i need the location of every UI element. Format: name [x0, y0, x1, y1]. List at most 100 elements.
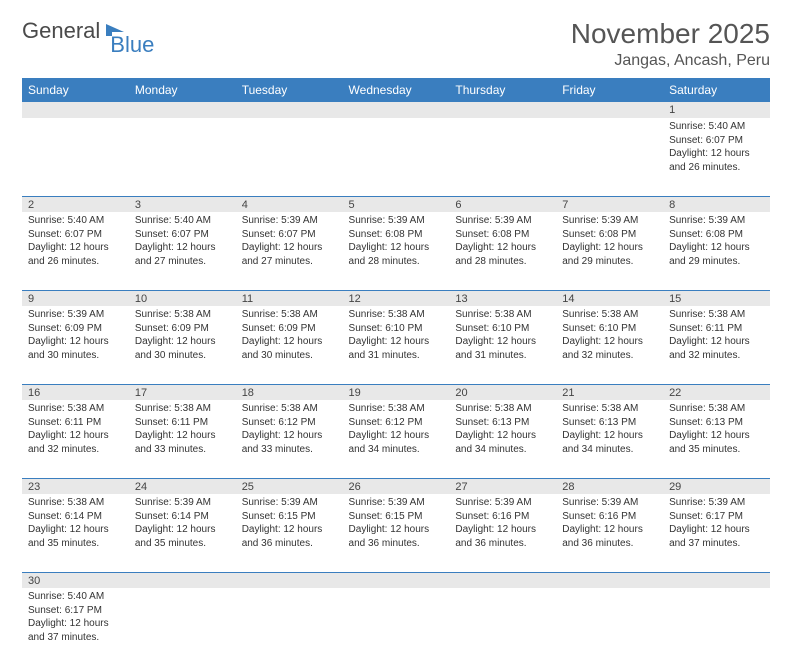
day-number-cell: 13 [449, 290, 556, 306]
daylight-text: Daylight: 12 hours and 35 minutes. [135, 523, 230, 550]
sunset-text: Sunset: 6:16 PM [455, 510, 550, 524]
daylight-text: Daylight: 12 hours and 36 minutes. [349, 523, 444, 550]
sunrise-text: Sunrise: 5:39 AM [562, 496, 657, 510]
day-number-cell [129, 572, 236, 588]
sunset-text: Sunset: 6:13 PM [669, 416, 764, 430]
daylight-text: Daylight: 12 hours and 34 minutes. [455, 429, 550, 456]
sunrise-text: Sunrise: 5:39 AM [242, 496, 337, 510]
sunset-text: Sunset: 6:13 PM [455, 416, 550, 430]
daylight-text: Daylight: 12 hours and 29 minutes. [562, 241, 657, 268]
calendar-cell [449, 588, 556, 666]
calendar-cell: Sunrise: 5:38 AMSunset: 6:11 PMDaylight:… [22, 400, 129, 478]
day-details: Sunrise: 5:39 AMSunset: 6:15 PMDaylight:… [343, 494, 450, 554]
day-details: Sunrise: 5:38 AMSunset: 6:09 PMDaylight:… [236, 306, 343, 366]
day-details: Sunrise: 5:38 AMSunset: 6:12 PMDaylight:… [343, 400, 450, 460]
daylight-text: Daylight: 12 hours and 37 minutes. [669, 523, 764, 550]
sunset-text: Sunset: 6:12 PM [349, 416, 444, 430]
calendar-header: SundayMondayTuesdayWednesdayThursdayFrid… [22, 78, 770, 102]
calendar-cell [556, 588, 663, 666]
calendar-cell: Sunrise: 5:40 AMSunset: 6:07 PMDaylight:… [22, 212, 129, 290]
day-number: 28 [556, 479, 663, 494]
daylight-text: Daylight: 12 hours and 30 minutes. [135, 335, 230, 362]
day-number-cell: 11 [236, 290, 343, 306]
daylight-text: Daylight: 12 hours and 28 minutes. [455, 241, 550, 268]
day-number-cell: 6 [449, 196, 556, 212]
sunrise-text: Sunrise: 5:39 AM [28, 308, 123, 322]
sunrise-text: Sunrise: 5:39 AM [242, 214, 337, 228]
sunset-text: Sunset: 6:10 PM [562, 322, 657, 336]
daylight-text: Daylight: 12 hours and 32 minutes. [562, 335, 657, 362]
calendar-cell: Sunrise: 5:39 AMSunset: 6:15 PMDaylight:… [236, 494, 343, 572]
header-row: General Blue November 2025 Jangas, Ancas… [22, 18, 770, 70]
logo-text-1: General [22, 18, 100, 44]
day-number-cell: 7 [556, 196, 663, 212]
day-number-cell: 10 [129, 290, 236, 306]
day-number-cell: 1 [663, 102, 770, 118]
day-number: 15 [663, 291, 770, 306]
sunrise-text: Sunrise: 5:38 AM [562, 308, 657, 322]
day-number-cell: 25 [236, 478, 343, 494]
day-number: 17 [129, 385, 236, 400]
weekday-header: Sunday [22, 78, 129, 102]
title-block: November 2025 Jangas, Ancash, Peru [571, 18, 770, 70]
calendar-table: SundayMondayTuesdayWednesdayThursdayFrid… [22, 78, 770, 666]
day-details: Sunrise: 5:39 AMSunset: 6:15 PMDaylight:… [236, 494, 343, 554]
day-number: 5 [343, 197, 450, 212]
day-number: 7 [556, 197, 663, 212]
sunset-text: Sunset: 6:14 PM [135, 510, 230, 524]
day-details: Sunrise: 5:38 AMSunset: 6:11 PMDaylight:… [22, 400, 129, 460]
daylight-text: Daylight: 12 hours and 36 minutes. [562, 523, 657, 550]
day-number-cell: 23 [22, 478, 129, 494]
calendar-cell: Sunrise: 5:38 AMSunset: 6:11 PMDaylight:… [129, 400, 236, 478]
day-number-cell: 21 [556, 384, 663, 400]
sunrise-text: Sunrise: 5:38 AM [28, 402, 123, 416]
sunset-text: Sunset: 6:11 PM [135, 416, 230, 430]
daylight-text: Daylight: 12 hours and 32 minutes. [669, 335, 764, 362]
day-number-cell: 14 [556, 290, 663, 306]
day-number-cell: 28 [556, 478, 663, 494]
calendar-cell: Sunrise: 5:39 AMSunset: 6:14 PMDaylight:… [129, 494, 236, 572]
daylight-text: Daylight: 12 hours and 31 minutes. [455, 335, 550, 362]
location: Jangas, Ancash, Peru [571, 52, 770, 70]
day-number-cell: 3 [129, 196, 236, 212]
day-number: 13 [449, 291, 556, 306]
weekday-header: Friday [556, 78, 663, 102]
day-number-cell [556, 102, 663, 118]
day-number-cell [556, 572, 663, 588]
day-details: Sunrise: 5:38 AMSunset: 6:13 PMDaylight:… [556, 400, 663, 460]
day-number-cell [449, 102, 556, 118]
sunrise-text: Sunrise: 5:39 AM [669, 496, 764, 510]
day-details: Sunrise: 5:39 AMSunset: 6:08 PMDaylight:… [343, 212, 450, 272]
sunset-text: Sunset: 6:07 PM [242, 228, 337, 242]
calendar-cell: Sunrise: 5:38 AMSunset: 6:10 PMDaylight:… [343, 306, 450, 384]
day-number: 24 [129, 479, 236, 494]
daylight-text: Daylight: 12 hours and 29 minutes. [669, 241, 764, 268]
calendar-cell: Sunrise: 5:39 AMSunset: 6:16 PMDaylight:… [556, 494, 663, 572]
day-number: 2 [22, 197, 129, 212]
day-details: Sunrise: 5:40 AMSunset: 6:17 PMDaylight:… [22, 588, 129, 648]
calendar-cell: Sunrise: 5:38 AMSunset: 6:10 PMDaylight:… [449, 306, 556, 384]
sunrise-text: Sunrise: 5:39 AM [669, 214, 764, 228]
day-number: 16 [22, 385, 129, 400]
daylight-text: Daylight: 12 hours and 34 minutes. [349, 429, 444, 456]
weekday-header: Monday [129, 78, 236, 102]
day-number: 21 [556, 385, 663, 400]
day-number: 26 [343, 479, 450, 494]
day-details: Sunrise: 5:39 AMSunset: 6:08 PMDaylight:… [449, 212, 556, 272]
calendar-cell: Sunrise: 5:39 AMSunset: 6:17 PMDaylight:… [663, 494, 770, 572]
daylight-text: Daylight: 12 hours and 30 minutes. [28, 335, 123, 362]
weekday-header: Saturday [663, 78, 770, 102]
sunset-text: Sunset: 6:08 PM [455, 228, 550, 242]
day-details: Sunrise: 5:39 AMSunset: 6:07 PMDaylight:… [236, 212, 343, 272]
day-number: 6 [449, 197, 556, 212]
calendar-cell [129, 118, 236, 196]
calendar-cell [556, 118, 663, 196]
calendar-cell [236, 118, 343, 196]
calendar-cell: Sunrise: 5:38 AMSunset: 6:14 PMDaylight:… [22, 494, 129, 572]
calendar-cell: Sunrise: 5:38 AMSunset: 6:12 PMDaylight:… [343, 400, 450, 478]
day-number-cell: 22 [663, 384, 770, 400]
sunset-text: Sunset: 6:17 PM [669, 510, 764, 524]
calendar-cell: Sunrise: 5:39 AMSunset: 6:15 PMDaylight:… [343, 494, 450, 572]
sunrise-text: Sunrise: 5:38 AM [669, 402, 764, 416]
day-number: 3 [129, 197, 236, 212]
